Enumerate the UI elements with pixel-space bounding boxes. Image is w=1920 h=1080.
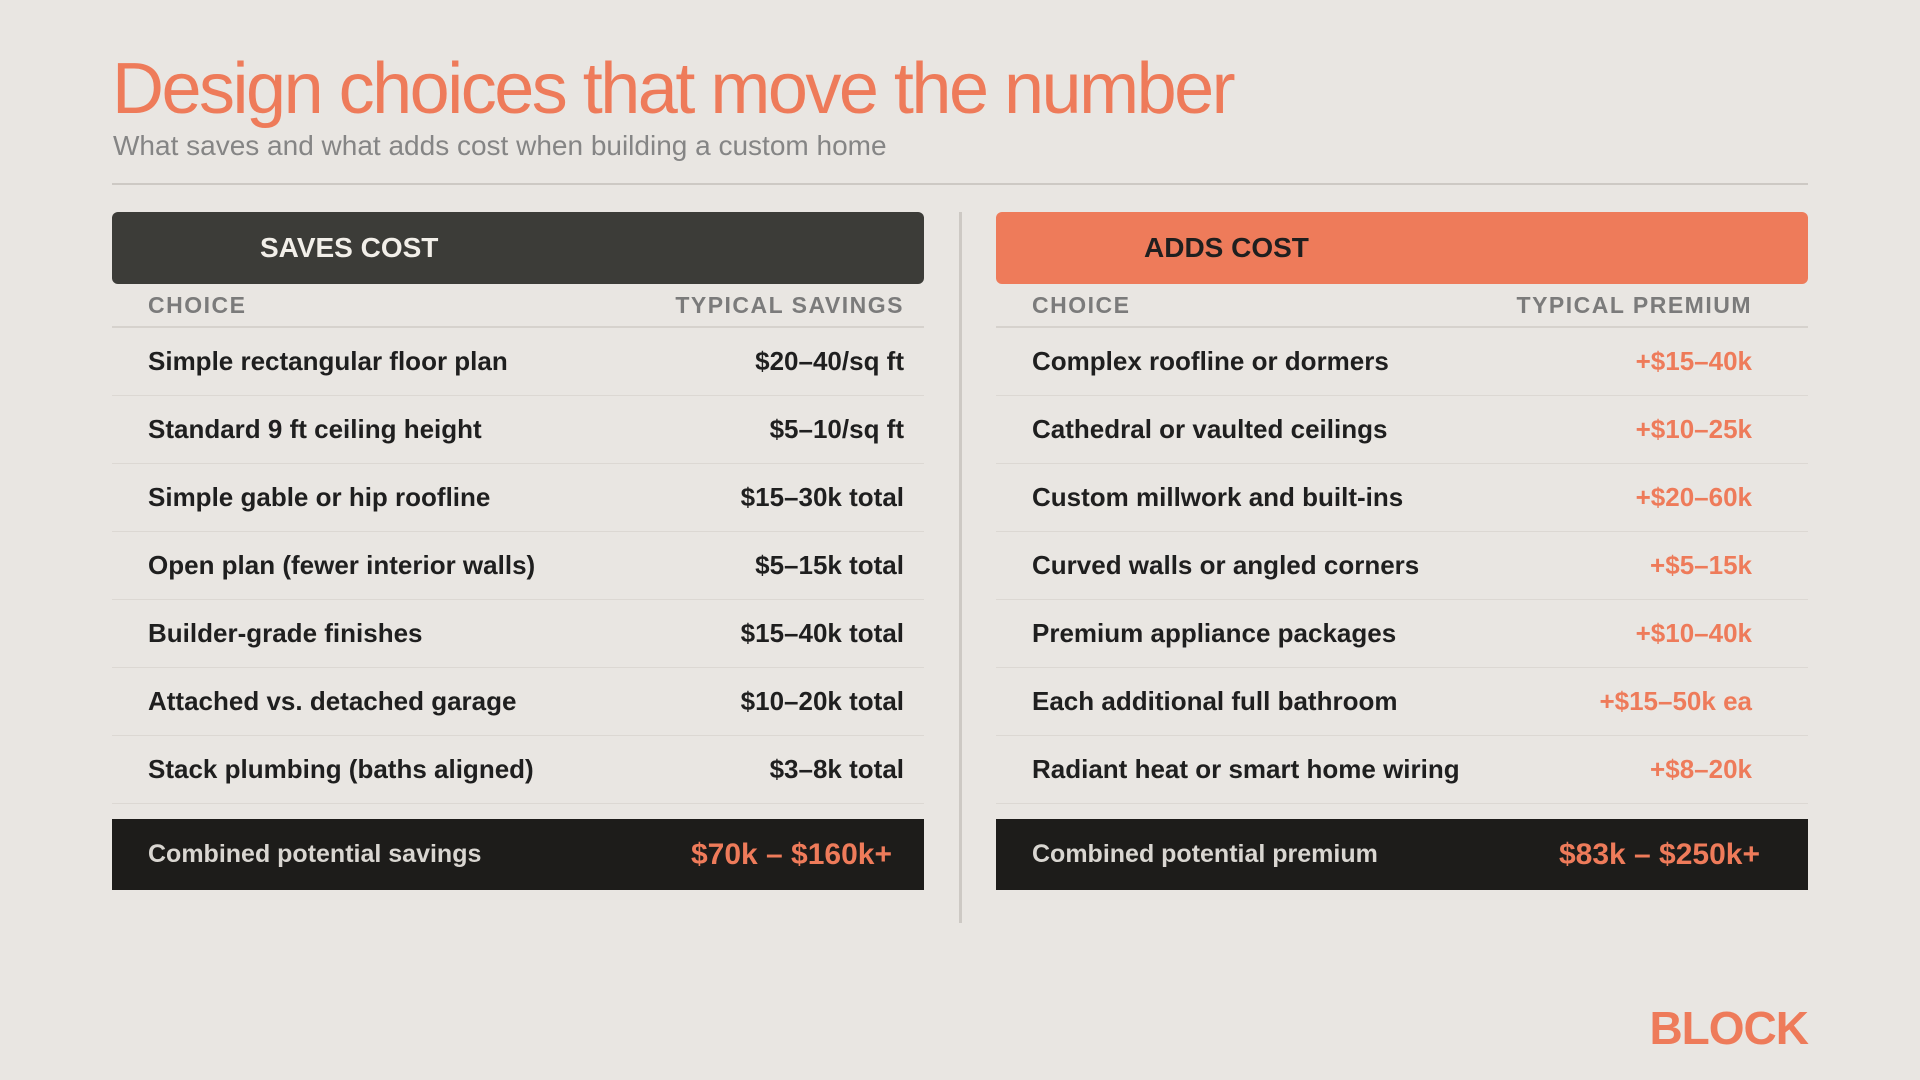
- row-choice: Stack plumbing (baths aligned): [148, 754, 534, 784]
- page-title: Design choices that move the number: [112, 49, 1236, 129]
- premium-total-label: Combined potential premium: [1032, 840, 1378, 868]
- table-row: Open plan (fewer interior walls) $5–15k …: [112, 532, 924, 600]
- row-value: +$8–20k: [1650, 754, 1752, 784]
- row-choice: Curved walls or angled corners: [1032, 550, 1420, 580]
- table-row: Curved walls or angled corners +$5–15k: [996, 532, 1808, 600]
- saves-column-headers: CHOICE TYPICAL SAVINGS: [112, 284, 924, 328]
- row-value: $15–40k total: [740, 618, 904, 648]
- table-row: Stack plumbing (baths aligned) $3–8k tot…: [112, 736, 924, 804]
- row-value: +$10–40k: [1635, 618, 1752, 648]
- row-value: +$5–15k: [1650, 550, 1752, 580]
- row-choice: Radiant heat or smart home wiring: [1032, 754, 1460, 784]
- row-choice: Custom millwork and built-ins: [1032, 482, 1404, 512]
- table-row: Custom millwork and built-ins +$20–60k: [996, 464, 1808, 532]
- premium-total-bar: Combined potential premium $83k – $250k+: [996, 819, 1808, 890]
- row-choice: Standard 9 ft ceiling height: [148, 414, 482, 444]
- row-value: $5–15k total: [755, 550, 904, 580]
- header-divider: [112, 183, 1808, 185]
- row-value: $5–10/sq ft: [769, 414, 904, 444]
- row-choice: Simple gable or hip roofline: [148, 482, 491, 512]
- table-row: Cathedral or vaulted ceilings +$10–25k: [996, 396, 1808, 464]
- row-value: $3–8k total: [769, 754, 904, 784]
- table-row: Radiant heat or smart home wiring +$8–20…: [996, 736, 1808, 804]
- saves-cost-header: SAVES COST: [112, 212, 924, 284]
- row-choice: Each additional full bathroom: [1032, 686, 1398, 716]
- panel-divider: [959, 212, 962, 923]
- adds-cost-panel: ADDS COST CHOICE TYPICAL PREMIUM Complex…: [996, 212, 1808, 890]
- row-choice: Premium appliance packages: [1032, 618, 1397, 648]
- row-value: $20–40/sq ft: [755, 346, 904, 376]
- row-value: +$15–40k: [1635, 346, 1752, 376]
- saves-cost-panel: SAVES COST CHOICE TYPICAL SAVINGS Simple…: [112, 212, 924, 890]
- row-choice: Attached vs. detached garage: [148, 686, 517, 716]
- row-choice: Complex roofline or dormers: [1032, 346, 1389, 376]
- row-value: +$10–25k: [1635, 414, 1752, 444]
- adds-column-headers: CHOICE TYPICAL PREMIUM: [996, 284, 1808, 328]
- table-row: Simple gable or hip roofline $15–30k tot…: [112, 464, 924, 532]
- adds-col-value: TYPICAL PREMIUM: [1516, 291, 1752, 318]
- saves-col-value: TYPICAL SAVINGS: [675, 291, 904, 318]
- page-subtitle: What saves and what adds cost when build…: [113, 130, 887, 161]
- savings-total-label: Combined potential savings: [148, 840, 482, 868]
- row-choice: Simple rectangular floor plan: [148, 346, 508, 376]
- row-value: $15–30k total: [740, 482, 904, 512]
- row-value: $10–20k total: [740, 686, 904, 716]
- savings-total-bar: Combined potential savings $70k – $160k+: [112, 819, 924, 890]
- table-row: Builder-grade finishes $15–40k total: [112, 600, 924, 668]
- table-row: Standard 9 ft ceiling height $5–10/sq ft: [112, 396, 924, 464]
- row-choice: Builder-grade finishes: [148, 618, 423, 648]
- row-choice: Open plan (fewer interior walls): [148, 550, 536, 580]
- brand-logo: BLOCK: [1649, 1002, 1809, 1054]
- table-row: Premium appliance packages +$10–40k: [996, 600, 1808, 668]
- row-choice: Cathedral or vaulted ceilings: [1032, 414, 1388, 444]
- adds-cost-header: ADDS COST: [996, 212, 1808, 284]
- adds-col-choice: CHOICE: [1032, 291, 1131, 318]
- table-row: Simple rectangular floor plan $20–40/sq …: [112, 328, 924, 396]
- table-row: Attached vs. detached garage $10–20k tot…: [112, 668, 924, 736]
- row-value: +$15–50k ea: [1599, 686, 1752, 716]
- table-row: Each additional full bathroom +$15–50k e…: [996, 668, 1808, 736]
- saves-col-choice: CHOICE: [148, 291, 247, 318]
- table-row: Complex roofline or dormers +$15–40k: [996, 328, 1808, 396]
- savings-total-value: $70k – $160k+: [690, 837, 892, 871]
- row-value: +$20–60k: [1635, 482, 1752, 512]
- premium-total-value: $83k – $250k+: [1558, 837, 1760, 871]
